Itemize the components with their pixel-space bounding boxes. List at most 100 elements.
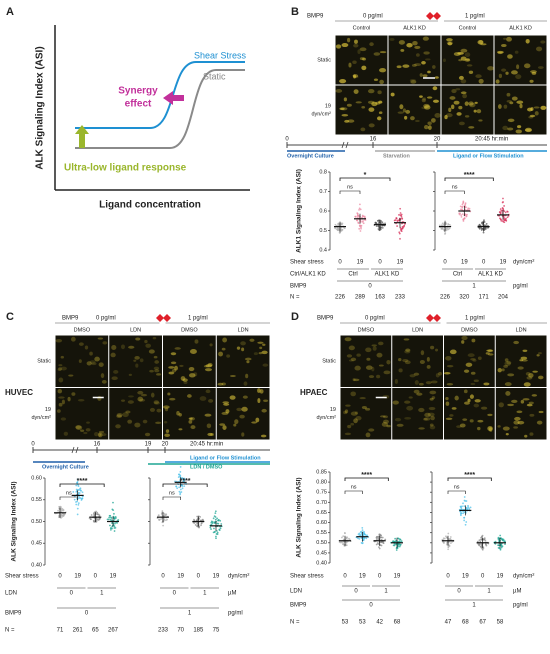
condition-value: 0 (85, 611, 89, 617)
row-label: dyn/cm² (31, 415, 51, 421)
swarm-dot (361, 542, 364, 545)
swarm-dot (460, 214, 463, 217)
cell-nucleus (473, 109, 477, 113)
cell-nucleus (445, 397, 449, 401)
y-tick-label: 0.60 (316, 520, 327, 526)
row-label: BMP9 (290, 284, 307, 290)
swarm-dot (480, 546, 483, 549)
cell-nucleus (469, 102, 476, 108)
cell-nucleus (97, 432, 102, 437)
swarm-dot (462, 202, 464, 205)
swarm-dot (463, 505, 466, 507)
cell-nucleus (532, 370, 538, 373)
row-label: 19 (330, 407, 336, 413)
cell-nucleus (127, 419, 133, 424)
swarm-dot (499, 211, 502, 214)
row-unit: pg/ml (513, 603, 528, 609)
condition-value: 0 (197, 574, 201, 580)
swarm-dot (341, 536, 343, 539)
cell-nucleus (261, 408, 267, 413)
swarm-dot (506, 210, 509, 213)
cell-nucleus (153, 366, 160, 371)
cell-nucleus (68, 374, 74, 377)
cell-nucleus (80, 429, 85, 432)
synergy-label: effect (125, 99, 152, 110)
timeline-label: 20:45 hr:min (190, 442, 223, 448)
y-tick-label: 0.45 (316, 550, 327, 556)
swarm-dot (503, 219, 506, 222)
cell-nucleus (469, 394, 474, 399)
cell-nucleus (133, 359, 137, 362)
swarm-dot (460, 511, 462, 513)
y-axis-label: ALK Signaling Index (ASI) (35, 46, 46, 169)
cell-nucleus (478, 78, 484, 84)
ligand-diamond (433, 12, 441, 20)
cell-nucleus (58, 396, 65, 399)
column-label: DMSO (74, 327, 91, 333)
swarm-dot (166, 518, 168, 521)
cell-nucleus (116, 412, 123, 418)
swarm-dot (375, 538, 378, 541)
significance: **** (464, 472, 475, 479)
cell-nucleus (419, 360, 425, 365)
cell-nucleus (149, 369, 154, 373)
cell-nucleus (506, 36, 512, 42)
column-label: LDN (412, 327, 423, 333)
cell-nucleus (243, 381, 248, 386)
y-axis-label: ALK Signaling Index (ASI) (296, 477, 303, 557)
cell-nucleus (427, 70, 431, 74)
condition-value: Ctrl (453, 272, 462, 278)
cell-nucleus (58, 364, 63, 367)
swarm-dot (459, 505, 462, 508)
row-label: Ctrl/ALK1 KD (290, 272, 326, 278)
swarm-dot (447, 223, 450, 226)
cell-nucleus (408, 396, 413, 399)
cell-nucleus (344, 119, 350, 123)
swarm-dot (445, 535, 447, 538)
condition-value: 67 (479, 620, 486, 626)
cell-nucleus (416, 392, 423, 396)
swarm-dot (89, 518, 92, 521)
cell-nucleus (451, 104, 455, 110)
cell-nucleus (428, 406, 436, 411)
condition-value: 58 (497, 620, 504, 626)
cell-nucleus (521, 359, 528, 362)
cell-nucleus (446, 38, 453, 42)
cell-nucleus (127, 400, 134, 404)
swarm-dot (384, 222, 386, 225)
cell-nucleus (415, 119, 420, 123)
swarm-dot (343, 532, 346, 534)
y-tick-label: 0.55 (316, 530, 327, 536)
cell-nucleus (57, 368, 62, 371)
cell-nucleus (520, 399, 525, 404)
swarm-dot (200, 522, 203, 524)
cell-nucleus (438, 371, 442, 376)
swarm-dot (459, 208, 462, 211)
cell-nucleus (222, 425, 227, 430)
cell-nucleus (260, 434, 267, 438)
swarm-dot (362, 215, 365, 218)
condition-value: 70 (177, 628, 184, 634)
cell-nucleus (353, 418, 358, 424)
micrograph (388, 85, 441, 135)
cell-nucleus (205, 364, 213, 368)
cell-nucleus (418, 427, 425, 430)
cell-nucleus (503, 364, 509, 368)
cell-nucleus (468, 126, 475, 129)
condition-value: 1 (100, 591, 104, 597)
cell-nucleus (420, 350, 425, 356)
swarm-dot (377, 535, 380, 538)
swarm-dot (210, 523, 213, 526)
cell-nucleus (348, 345, 355, 351)
cell-nucleus (355, 101, 362, 104)
swarm-dot (61, 507, 64, 510)
cell-nucleus (480, 43, 487, 46)
cell-nucleus (421, 60, 426, 65)
cell-nucleus (402, 64, 410, 68)
cell-nucleus (125, 410, 131, 414)
cell-nucleus (466, 64, 473, 67)
swarm-dot (463, 217, 466, 220)
swarm-dot (494, 543, 497, 545)
cell-nucleus (524, 434, 528, 438)
y-tick-label: 0.80 (316, 480, 327, 486)
